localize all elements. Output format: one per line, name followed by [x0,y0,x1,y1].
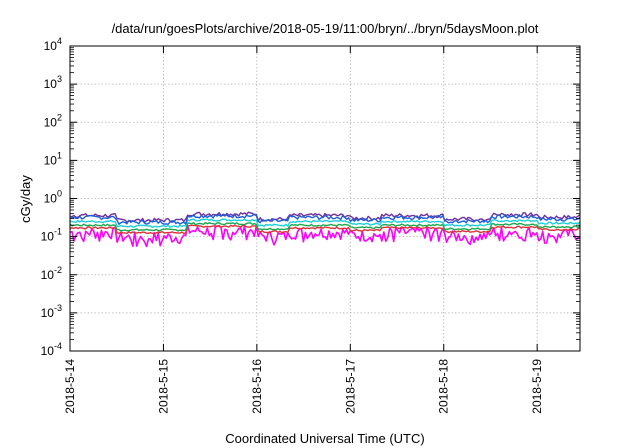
y-axis: 10-4 10-3 10-2 10-1 100 101 102 103 104 [41,36,580,358]
x-tick-label: 2018-5-14 [63,359,77,414]
y-tick-label: 10-2 [41,265,62,282]
x-tick-label: 2018-5-15 [156,359,170,414]
x-tick-label: 2018-5-19 [530,359,544,414]
x-axis-label: Coordinated Universal Time (UTC) [225,431,424,446]
x-tick-label: 2018-5-18 [437,359,451,414]
series-line [69,225,581,248]
series-line [69,221,581,232]
series-line [69,218,581,228]
series-line [69,213,581,225]
chart-title: /data/run/goesPlots/archive/2018-05-19/1… [112,21,539,36]
x-axis: 2018-5-14 2018-5-15 2018-5-16 2018-5-17 2018… [63,46,544,414]
y-tick-label: 103 [44,74,62,91]
grid [69,46,580,351]
y-tick-label: 10-1 [41,227,62,244]
y-tick-label: 101 [44,150,62,167]
y-tick-label: 10-4 [41,341,62,358]
y-axis-label: cGy/day [18,175,33,223]
x-tick-label: 2018-5-16 [250,359,264,414]
y-tick-label: 104 [44,36,62,53]
y-tick-label: 100 [44,189,62,206]
y-tick-label: 10-3 [41,303,62,320]
series-group [69,211,581,248]
y-tick-label: 102 [44,112,62,129]
x-tick-label: 2018-5-17 [343,359,357,414]
series-line [69,224,581,235]
series-line [69,211,581,223]
plot-frame [69,45,581,352]
